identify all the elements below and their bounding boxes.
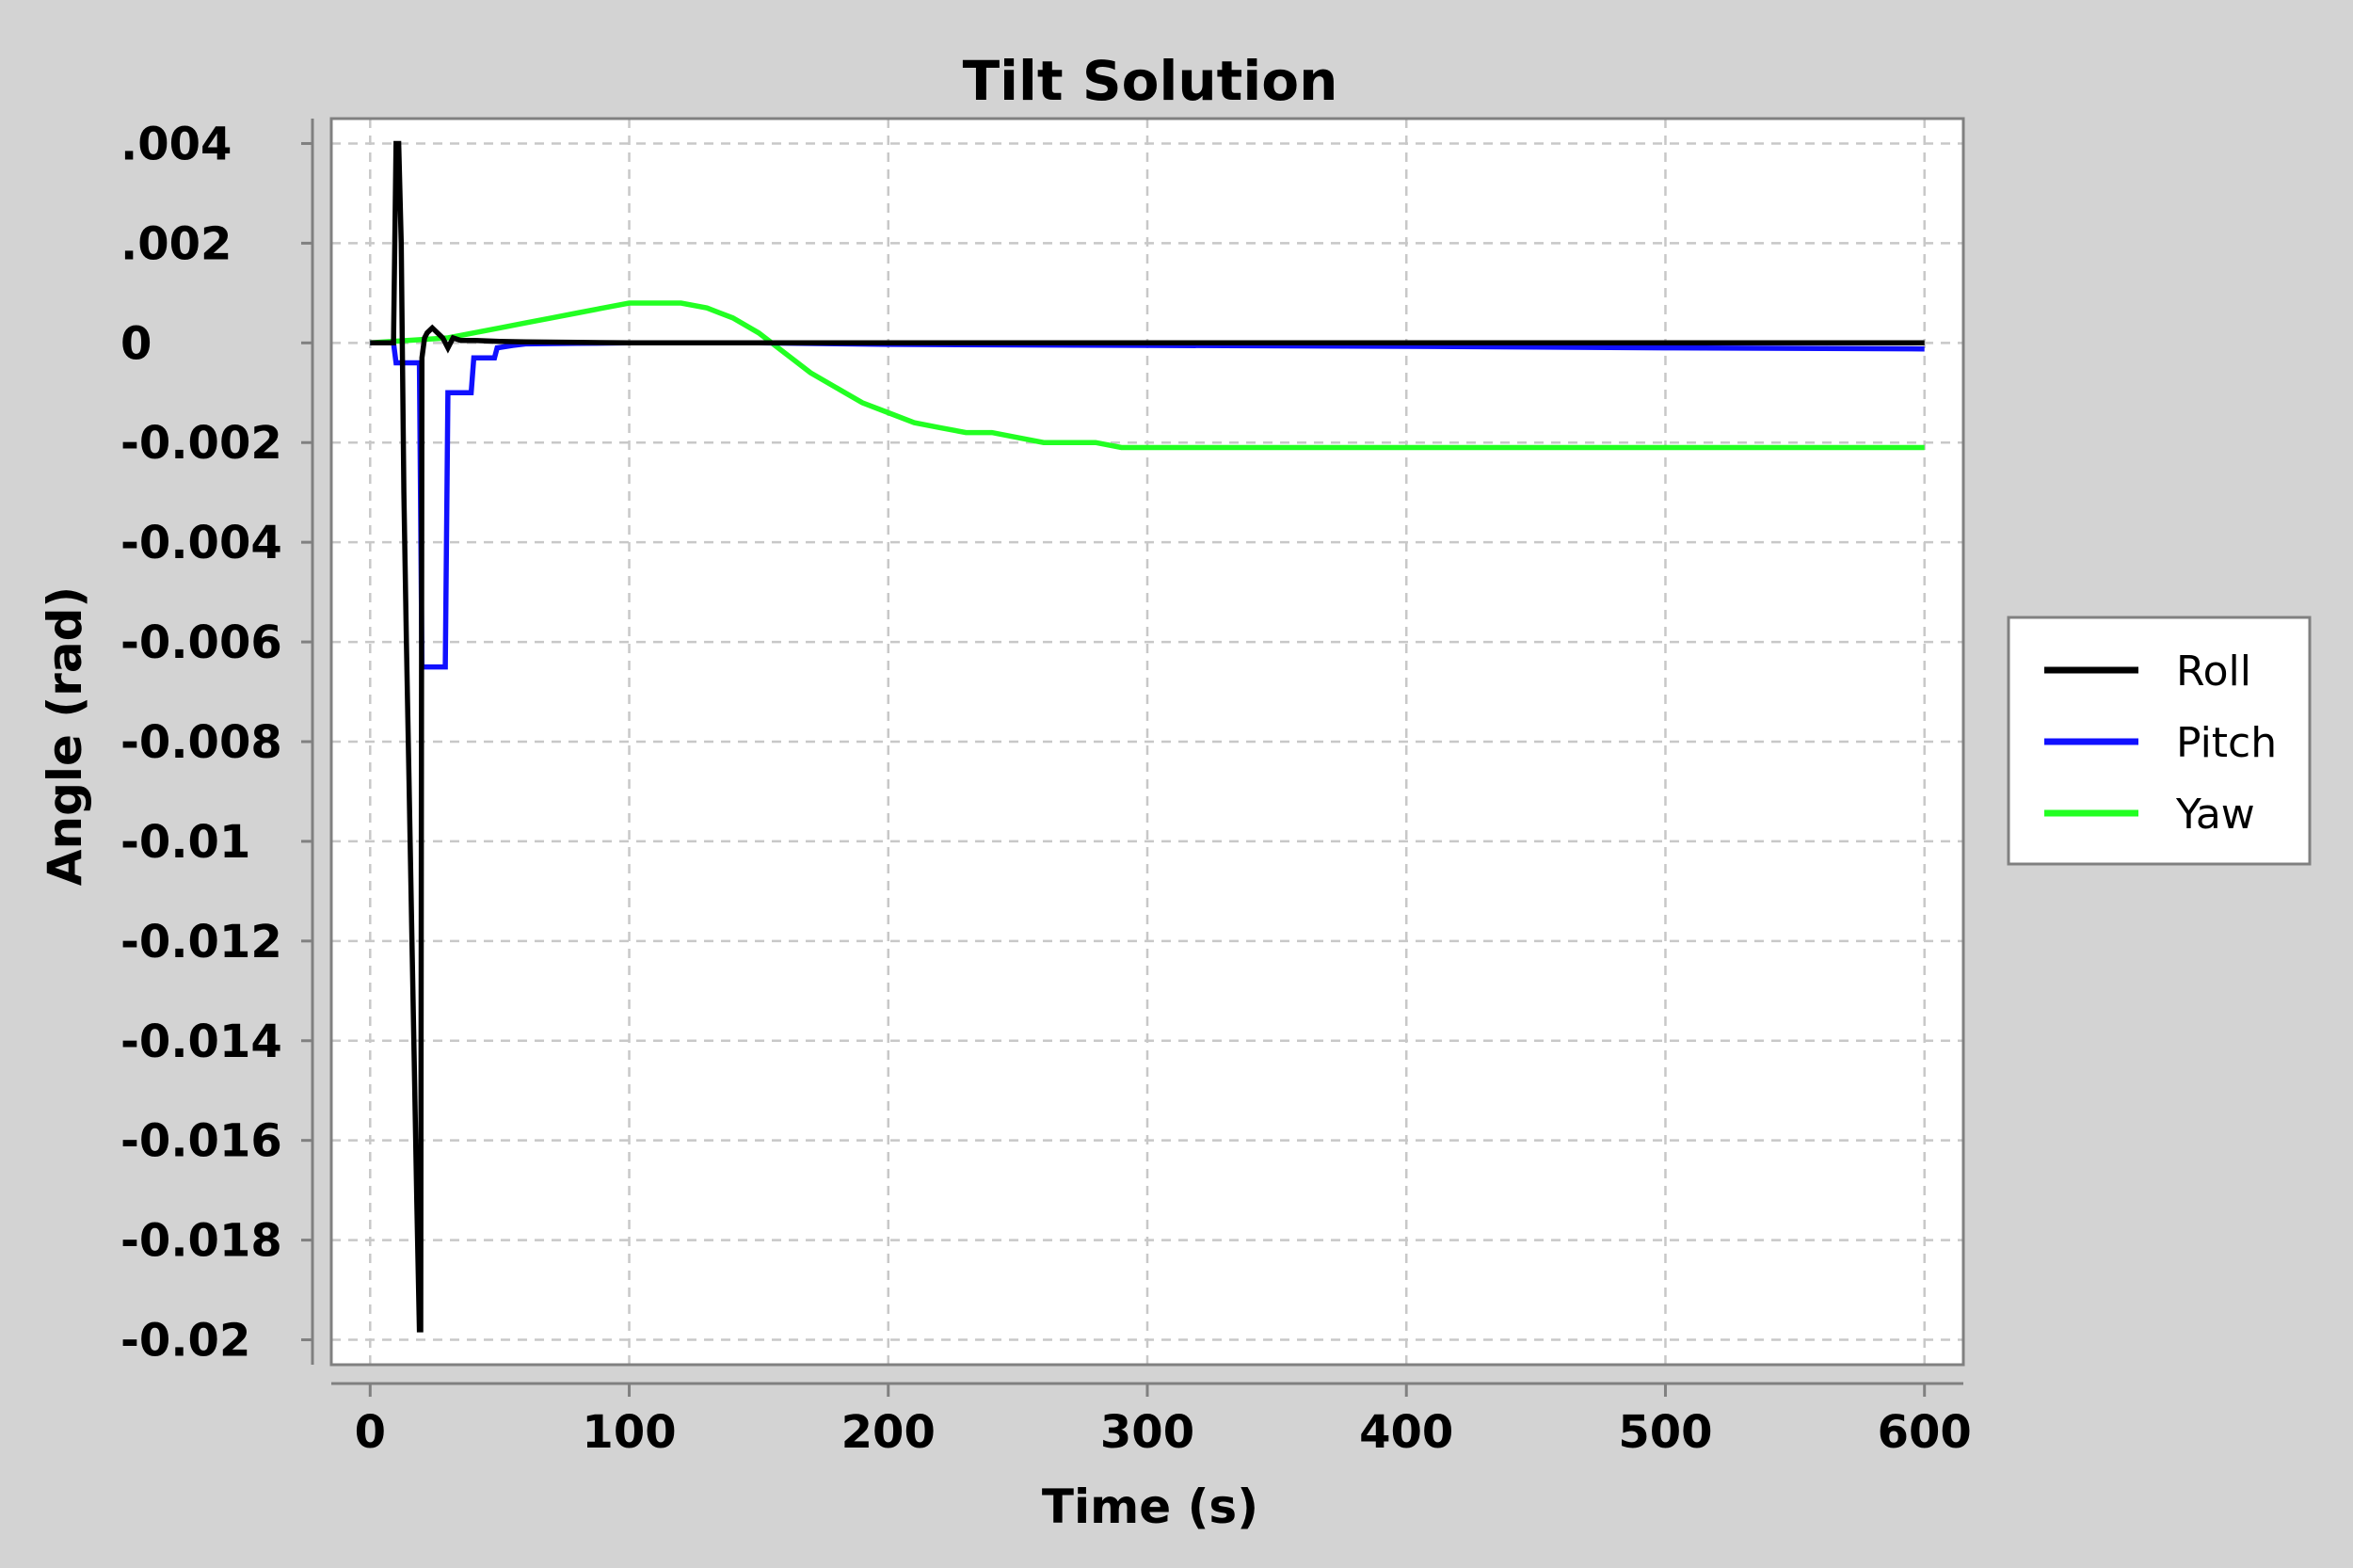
- chart-title: Tilt Solution: [963, 49, 1338, 113]
- y-tick-label: -0.016: [120, 1115, 282, 1168]
- series-line-yaw: [370, 300, 1925, 451]
- legend-label-pitch: Pitch: [2176, 719, 2277, 767]
- y-tick-label: -0.018: [120, 1215, 282, 1268]
- legend: Roll Pitch Yaw: [2007, 616, 2312, 866]
- y-tick-label: .002: [120, 217, 232, 270]
- series-layer: [370, 140, 1925, 1333]
- y-tick-label: -0.002: [120, 417, 282, 470]
- y-axis-label: Angle (rad): [38, 586, 92, 886]
- plot-frame: [329, 117, 1965, 1367]
- x-tick-label: 600: [1878, 1406, 1972, 1459]
- y-tick-label: -0.008: [120, 716, 282, 769]
- y-tick-label: -0.006: [120, 616, 282, 669]
- x-tick-label: 0: [355, 1406, 386, 1459]
- legend-label-yaw: Yaw: [2175, 791, 2255, 839]
- x-tick-label: 300: [1100, 1406, 1194, 1459]
- x-tick-label: 100: [582, 1406, 676, 1459]
- y-tick-label: 0: [120, 317, 152, 370]
- y-tick-label: -0.01: [120, 816, 250, 869]
- x-axis-label: Time (s): [1042, 1480, 1258, 1534]
- x-tick-label: 500: [1618, 1406, 1712, 1459]
- y-tick-label: -0.014: [120, 1016, 282, 1068]
- x-tick-label: 200: [841, 1406, 936, 1459]
- y-tick-label: .004: [120, 118, 232, 170]
- legend-label-roll: Roll: [2176, 648, 2251, 696]
- x-tick-label: 400: [1359, 1406, 1453, 1459]
- series-line-roll: [370, 140, 1925, 1333]
- y-tick-label: -0.004: [120, 517, 282, 569]
- tick-layer: 0 100 200 300 400 500 600 .004 .002 0 -0.002 -0.004…: [120, 118, 1972, 1459]
- y-tick-label: -0.02: [120, 1315, 250, 1368]
- y-tick-label: -0.012: [120, 916, 282, 968]
